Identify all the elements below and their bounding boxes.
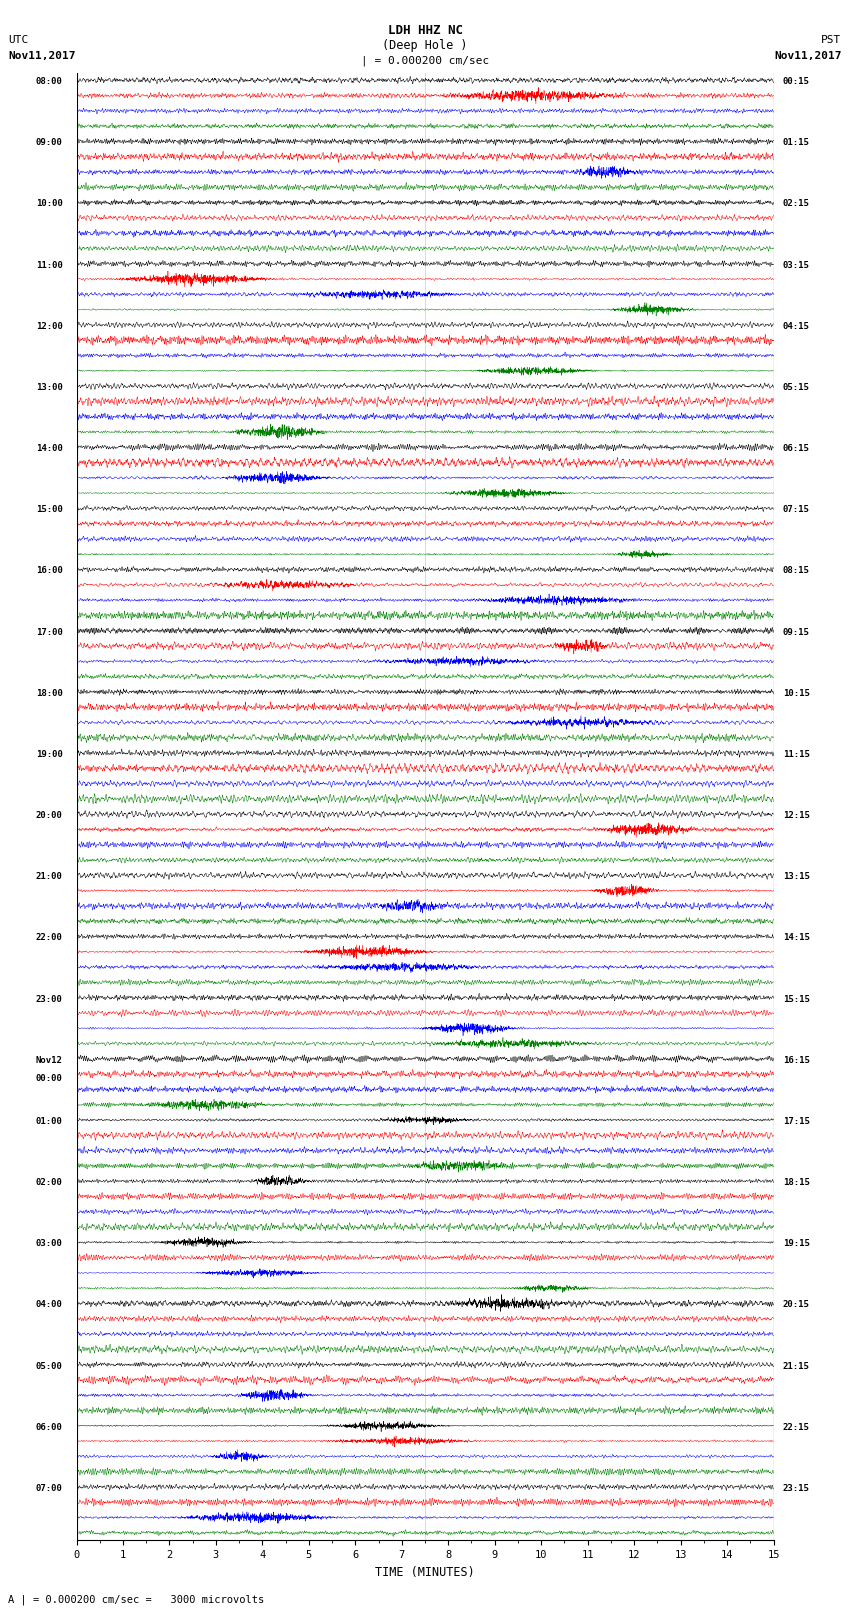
Text: 15:15: 15:15 — [783, 995, 810, 1003]
Text: 02:00: 02:00 — [36, 1177, 63, 1187]
Text: 20:15: 20:15 — [783, 1300, 810, 1310]
Text: 21:15: 21:15 — [783, 1361, 810, 1371]
Text: 10:15: 10:15 — [783, 689, 810, 698]
Text: 04:00: 04:00 — [36, 1300, 63, 1310]
Text: | = 0.000200 cm/sec: | = 0.000200 cm/sec — [361, 55, 489, 66]
Text: 19:15: 19:15 — [783, 1239, 810, 1248]
Text: 06:15: 06:15 — [783, 444, 810, 453]
Text: 12:15: 12:15 — [783, 811, 810, 819]
Text: 00:00: 00:00 — [36, 1074, 63, 1082]
Text: LDH HHZ NC: LDH HHZ NC — [388, 24, 462, 37]
Text: (Deep Hole ): (Deep Hole ) — [382, 39, 468, 52]
Text: 03:15: 03:15 — [783, 261, 810, 269]
Text: 12:00: 12:00 — [36, 323, 63, 331]
Text: 04:15: 04:15 — [783, 323, 810, 331]
Text: 00:15: 00:15 — [783, 77, 810, 85]
Text: 05:00: 05:00 — [36, 1361, 63, 1371]
Text: 17:15: 17:15 — [783, 1116, 810, 1126]
Text: A | = 0.000200 cm/sec =   3000 microvolts: A | = 0.000200 cm/sec = 3000 microvolts — [8, 1594, 264, 1605]
Text: 01:00: 01:00 — [36, 1116, 63, 1126]
Text: 22:15: 22:15 — [783, 1423, 810, 1432]
Text: 03:00: 03:00 — [36, 1239, 63, 1248]
Text: 07:00: 07:00 — [36, 1484, 63, 1494]
Text: Nov11,2017: Nov11,2017 — [8, 52, 76, 61]
Text: 14:00: 14:00 — [36, 444, 63, 453]
Text: 18:00: 18:00 — [36, 689, 63, 698]
Text: 14:15: 14:15 — [783, 934, 810, 942]
Text: 16:15: 16:15 — [783, 1057, 810, 1065]
Text: 13:00: 13:00 — [36, 382, 63, 392]
Text: 13:15: 13:15 — [783, 873, 810, 881]
Text: 06:00: 06:00 — [36, 1423, 63, 1432]
Text: 18:15: 18:15 — [783, 1177, 810, 1187]
Text: 19:00: 19:00 — [36, 750, 63, 760]
Text: Nov12: Nov12 — [36, 1057, 63, 1065]
Text: 23:15: 23:15 — [783, 1484, 810, 1494]
Text: 01:15: 01:15 — [783, 139, 810, 147]
Text: 17:00: 17:00 — [36, 627, 63, 637]
Text: 11:15: 11:15 — [783, 750, 810, 760]
Text: 10:00: 10:00 — [36, 200, 63, 208]
Text: PST: PST — [821, 35, 842, 45]
Text: 09:15: 09:15 — [783, 627, 810, 637]
Text: 05:15: 05:15 — [783, 382, 810, 392]
Text: 23:00: 23:00 — [36, 995, 63, 1003]
Text: 21:00: 21:00 — [36, 873, 63, 881]
Text: 02:15: 02:15 — [783, 200, 810, 208]
Text: 09:00: 09:00 — [36, 139, 63, 147]
Text: Nov11,2017: Nov11,2017 — [774, 52, 842, 61]
Text: 22:00: 22:00 — [36, 934, 63, 942]
Text: 08:15: 08:15 — [783, 566, 810, 576]
Text: 15:00: 15:00 — [36, 505, 63, 515]
Text: 20:00: 20:00 — [36, 811, 63, 819]
X-axis label: TIME (MINUTES): TIME (MINUTES) — [375, 1566, 475, 1579]
Text: UTC: UTC — [8, 35, 29, 45]
Text: 08:00: 08:00 — [36, 77, 63, 85]
Text: 16:00: 16:00 — [36, 566, 63, 576]
Text: 07:15: 07:15 — [783, 505, 810, 515]
Text: 11:00: 11:00 — [36, 261, 63, 269]
